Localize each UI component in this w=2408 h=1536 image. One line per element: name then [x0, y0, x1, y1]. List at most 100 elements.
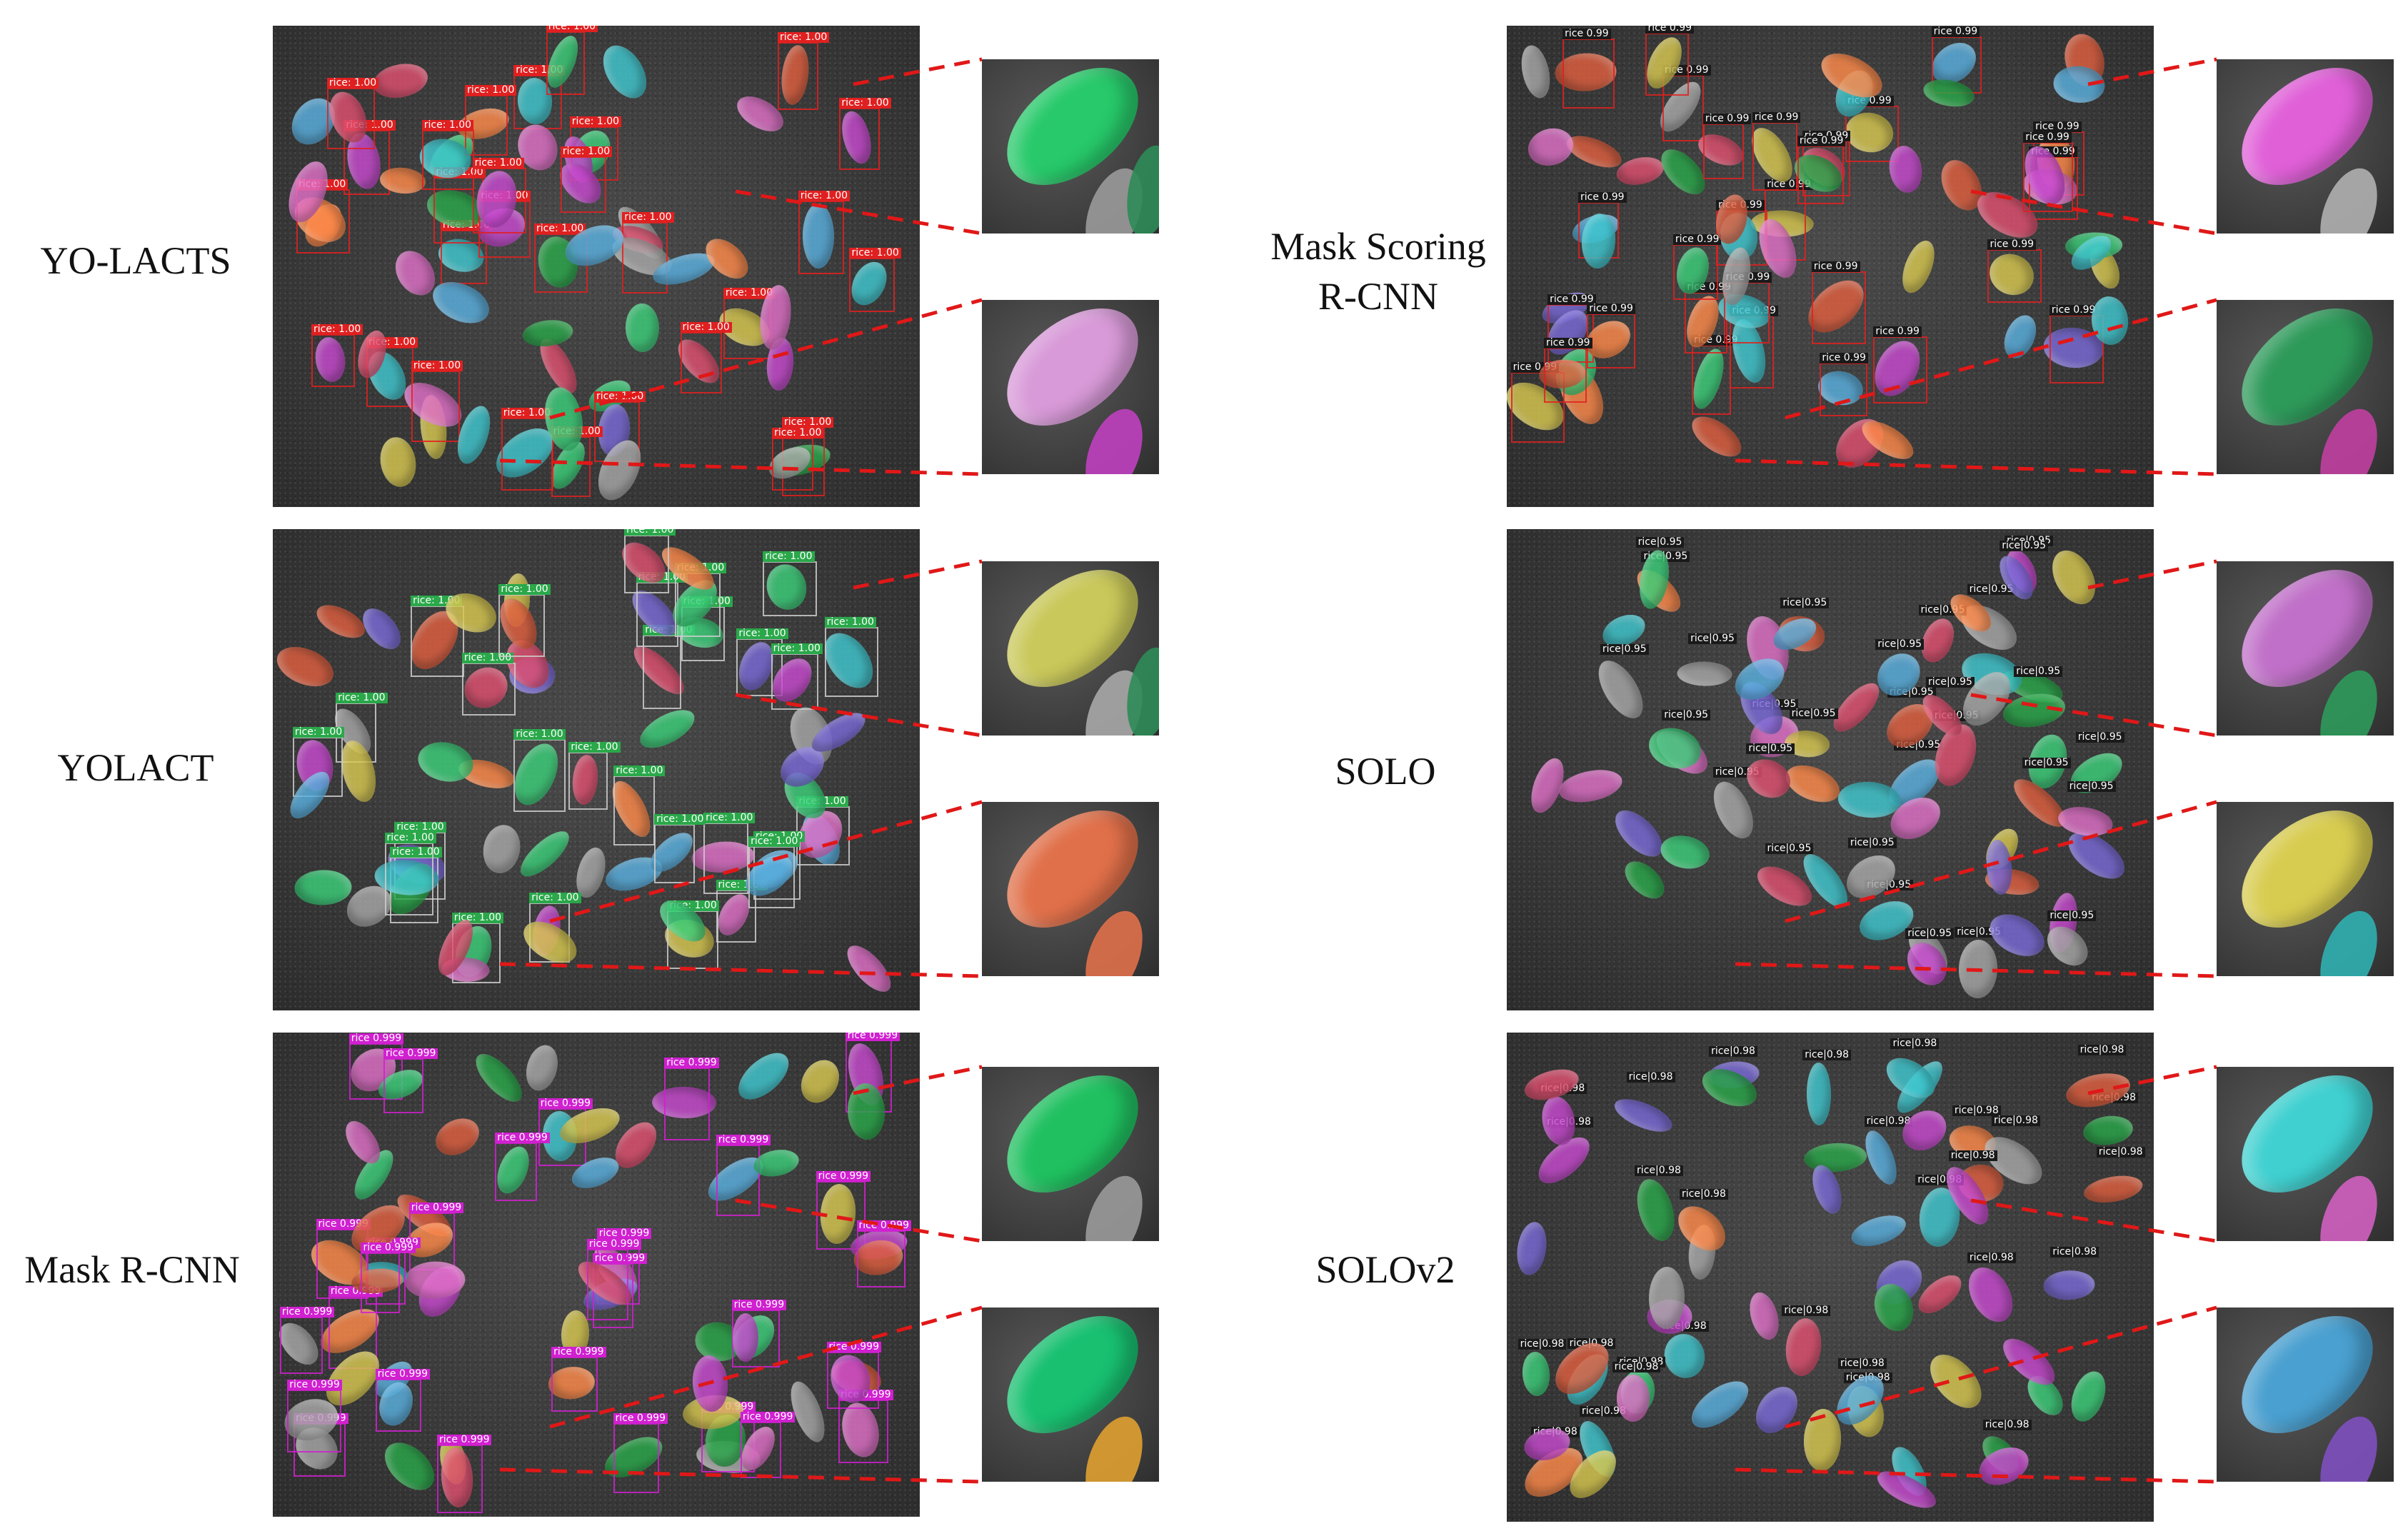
detection-box	[771, 653, 819, 711]
detection-label: rice 0.99	[1587, 303, 1635, 315]
detection-label: rice: 1.00	[703, 813, 756, 824]
rice-grain-mask	[429, 1111, 486, 1163]
detection-label: rice 0.999	[361, 1243, 416, 1254]
detection-box	[624, 534, 669, 594]
rice-grain-mask	[2081, 1113, 2135, 1148]
rice-grain-mask	[1685, 408, 1748, 465]
detection-box	[1662, 74, 1705, 142]
detection-label: rice: 1.00	[472, 157, 524, 169]
detection-label: rice|0.98	[1890, 1038, 1940, 1050]
detection-label: rice|0.95	[1635, 537, 1685, 548]
detection-box	[763, 561, 817, 616]
detection-box	[436, 1445, 483, 1514]
rice-grain-mask	[1740, 752, 1797, 805]
detection-label: rice|0.98	[1967, 1252, 2016, 1263]
detection-box	[411, 370, 461, 442]
detection-box	[361, 1253, 400, 1313]
detection-label: rice 0.99	[1547, 293, 1596, 305]
detection-box	[383, 1058, 423, 1114]
detection-box	[839, 107, 881, 170]
detection-box	[1820, 362, 1868, 416]
detection-label: rice 0.99	[1987, 239, 2037, 250]
rice-grain-mask	[521, 1041, 563, 1094]
detection-label: rice 0.99	[1702, 113, 1752, 124]
rice-grain-mask	[840, 938, 898, 999]
detection-label: rice 0.999	[856, 1220, 911, 1231]
detection-label: rice 0.999	[592, 1253, 648, 1264]
detection-box	[1645, 33, 1690, 96]
detection-label: rice: 1.00	[613, 765, 666, 776]
detection-box	[560, 156, 607, 213]
detection-label: rice|0.95	[1926, 676, 1975, 688]
detection-label: rice 0.99	[2033, 121, 2082, 133]
detection-box	[613, 1422, 660, 1494]
detection-label: rice|0.98	[1837, 1358, 1887, 1370]
detection-label: rice 0.999	[348, 1033, 404, 1044]
detection-label: rice 0.999	[495, 1133, 550, 1144]
detection-label: rice 0.999	[596, 1228, 652, 1239]
detection-label: rice 0.999	[436, 1435, 492, 1446]
segmentation-panel-solo: rice|0.95 rice|0.95 rice|0.95 rice|0.95 rice…	[1507, 529, 2154, 1010]
detection-label: rice 0.99	[1645, 26, 1695, 34]
rice-grain-mask	[370, 59, 431, 103]
detection-box	[824, 627, 878, 698]
detection-label: rice: 1.00	[411, 360, 463, 371]
detection-label: rice: 1.00	[560, 146, 613, 158]
rice-grain-mask	[311, 598, 370, 645]
method-label-yolact: YOLACT	[57, 746, 214, 789]
rice-grain-mask	[1896, 236, 1940, 297]
method-label-solo: SOLO	[1335, 750, 1436, 793]
detection-label: rice: 1.00	[624, 529, 676, 536]
zoom-inset-yolact-top	[982, 561, 1159, 736]
detection-label: rice: 1.00	[546, 26, 598, 33]
detection-box	[1544, 348, 1587, 403]
detection-label: rice|0.95	[1789, 708, 1838, 720]
rice-grain-mask	[793, 1053, 847, 1110]
detection-label: rice 0.99	[2049, 304, 2098, 316]
detection-label: rice: 1.00	[748, 836, 801, 848]
rice-grain-mask	[1958, 939, 1999, 999]
detection-label: rice: 1.00	[534, 223, 586, 234]
detection-label: rice|0.98	[1517, 1339, 1567, 1350]
detection-label: rice|0.98	[2096, 1146, 2145, 1158]
zoom-inset-mask-scoring-r-cnn-top	[2217, 59, 2394, 234]
rice-grain-mask	[479, 821, 524, 877]
method-label-solov2: SOLOv2	[1315, 1248, 1455, 1291]
rice-grain-mask	[1998, 310, 2042, 363]
rice-grain-mask	[1747, 1379, 1807, 1442]
detection-box	[326, 88, 376, 149]
detection-box	[287, 1390, 341, 1453]
detection-label: rice 0.99	[1544, 338, 1592, 349]
rice-grain-mask	[2040, 919, 2096, 974]
detection-box	[279, 1317, 323, 1375]
rice-grain-mask	[1782, 1316, 1825, 1379]
rice-grain-mask	[1745, 1288, 1784, 1343]
detection-label: rice|0.98	[1612, 1362, 1661, 1373]
detection-box	[1692, 344, 1731, 416]
zoom-inset-solov2-bottom	[2217, 1307, 2394, 1482]
detection-box	[1702, 123, 1745, 180]
detection-label: rice: 1.00	[384, 833, 436, 844]
detection-label: rice|0.95	[2047, 910, 2097, 922]
detection-label: rice: 1.00	[763, 551, 815, 563]
detection-box	[798, 200, 844, 274]
detection-label: rice|0.98	[1948, 1150, 1997, 1161]
detection-label: rice: 1.00	[622, 212, 674, 224]
detection-label: rice: 1.00	[421, 119, 474, 131]
detection-box	[472, 167, 526, 234]
rice-grain-mask	[514, 824, 576, 884]
detection-label: rice 0.99	[1931, 26, 1980, 38]
rice-grain-mask	[2065, 1366, 2112, 1426]
detection-label: rice 0.999	[731, 1300, 787, 1311]
detection-box	[498, 594, 545, 657]
detection-label: rice|0.95	[1847, 838, 1897, 849]
detection-label: rice 0.999	[408, 1202, 464, 1213]
detection-label: rice|0.95	[2014, 666, 2063, 677]
detection-box	[777, 41, 818, 111]
detection-label: rice: 1.00	[593, 391, 646, 403]
detection-box	[622, 222, 668, 294]
detection-label: rice: 1.00	[498, 584, 551, 596]
rice-grain-mask	[1684, 1372, 1757, 1437]
detection-box	[856, 1230, 905, 1288]
detection-label: rice|0.95	[1905, 928, 1955, 939]
